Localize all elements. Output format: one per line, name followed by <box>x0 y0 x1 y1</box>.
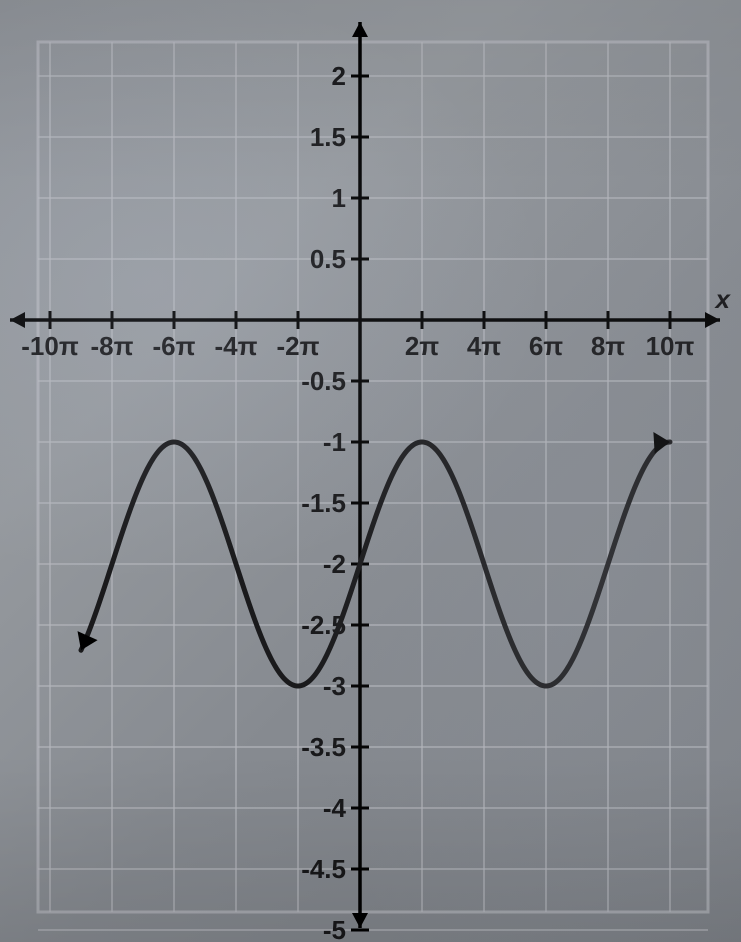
x-tick-label: -10π <box>21 331 79 361</box>
y-tick-label: -3.5 <box>301 732 346 762</box>
x-tick-label: -2π <box>276 331 319 361</box>
y-tick-label: -0.5 <box>301 366 346 396</box>
y-tick-label: -4.5 <box>301 854 346 884</box>
x-tick-label: -6π <box>152 331 195 361</box>
y-tick-label: 1 <box>332 183 346 213</box>
x-tick-label: 6π <box>529 331 563 361</box>
x-tick-label: 8π <box>591 331 625 361</box>
y-tick-label: -1.5 <box>301 488 346 518</box>
y-tick-label: -3 <box>323 671 346 701</box>
y-tick-label: -1 <box>323 427 346 457</box>
y-tick-label: -5 <box>323 915 346 942</box>
y-tick-label: -2 <box>323 549 346 579</box>
y-tick-label: 1.5 <box>310 122 346 152</box>
y-tick-label: 2 <box>332 61 346 91</box>
y-tick-label: -4 <box>323 793 347 823</box>
sinusoid-chart: -10π -8π -6π -4π -2π 2π 4π 6π 8π 10π 2 1.5 1 0.5 -0.5 -… <box>0 0 741 942</box>
x-tick-label: -8π <box>90 331 133 361</box>
x-tick-label: 10π <box>646 331 695 361</box>
y-tick-label: 0.5 <box>310 244 346 274</box>
x-tick-label: -4π <box>214 331 257 361</box>
x-tick-label: 2π <box>405 331 439 361</box>
x-tick-label: 4π <box>467 331 501 361</box>
x-axis-label: x <box>714 284 732 314</box>
